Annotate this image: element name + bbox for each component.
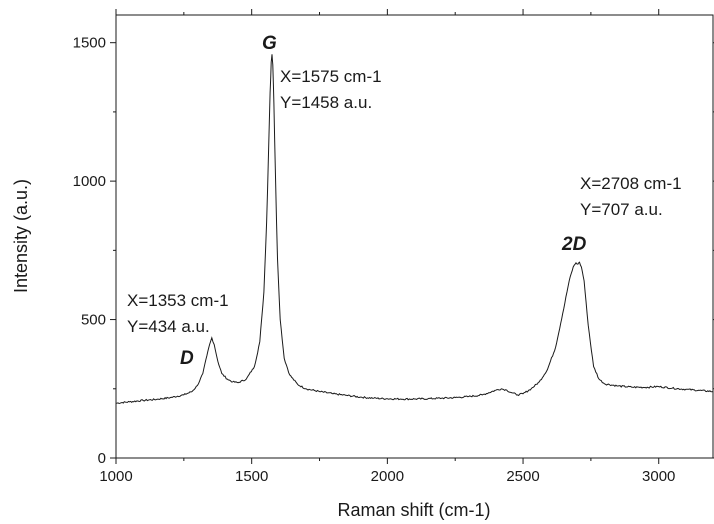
axis-ticks [110,9,714,464]
y-axis-title: Intensity (a.u.) [11,179,31,293]
spectrum-line [115,54,714,405]
y-tick-label: 0 [98,450,106,467]
d-peak-label: D [180,348,194,369]
g-peak-label: G [262,33,277,54]
x-tick-label: 2000 [371,468,404,485]
2d-peak-y-annotation: Y=707 a.u. [580,200,663,219]
plot-frame [115,14,714,459]
g-peak-x-annotation: X=1575 cm-1 [280,67,382,86]
x-axis-title: Raman shift (cm-1) [337,500,490,520]
tick-labels: 1000 1500 2000 2500 3000 0 500 1000 1500 [73,35,676,485]
d-peak-y-annotation: Y=434 a.u. [127,317,210,336]
x-tick-label: 1000 [99,468,132,485]
y-tick-label: 500 [81,312,106,329]
x-tick-label: 3000 [642,468,675,485]
g-peak-y-annotation: Y=1458 a.u. [280,93,372,112]
x-tick-label: 1500 [235,468,268,485]
d-peak-x-annotation: X=1353 cm-1 [127,291,229,310]
y-tick-label: 1000 [73,173,106,190]
2d-peak-x-annotation: X=2708 cm-1 [580,174,682,193]
2d-peak-label: 2D [561,234,587,255]
x-tick-label: 2500 [506,468,539,485]
y-tick-label: 1500 [73,35,106,52]
